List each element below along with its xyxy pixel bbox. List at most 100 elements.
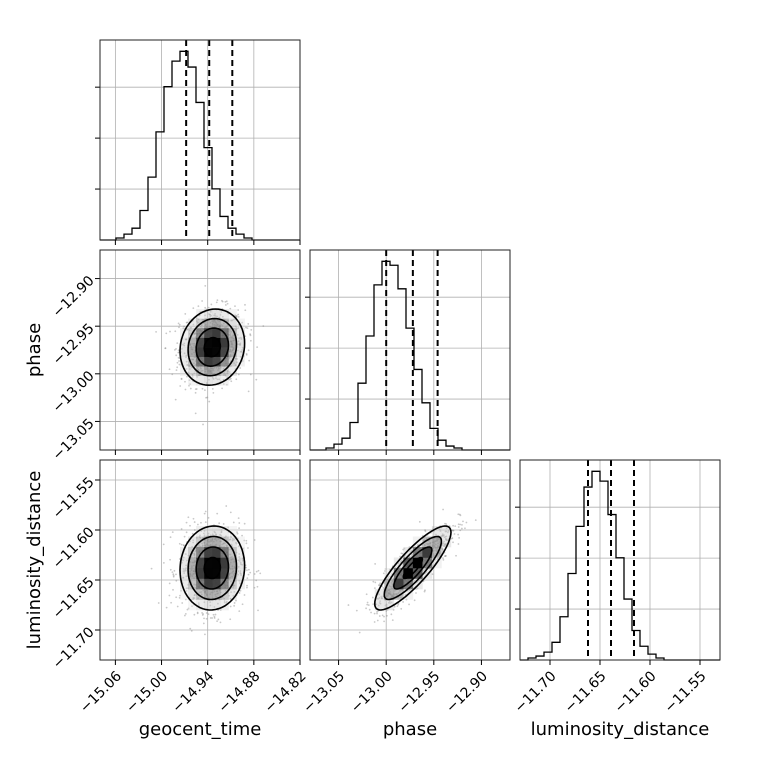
sample-point [408,546,411,549]
sample-point [237,343,240,346]
sample-point [370,611,372,614]
density-cell [180,568,189,579]
sample-point [175,596,178,599]
density-cell [180,366,189,377]
sample-point [236,531,238,534]
sample-point [186,328,189,331]
density-cell [204,375,213,386]
sample-point [177,356,180,359]
density-cell [228,568,237,579]
sample-point [203,534,206,537]
sample-point [239,589,242,592]
panel-phase-luminosity_distance: −13.05 −13.00 −12.95 −12.90 [300,459,511,716]
sample-point [246,569,248,572]
sample-point [245,542,248,545]
sample-point [189,383,192,386]
sample-point [178,542,181,545]
sample-point [445,539,448,541]
sample-point [441,533,444,536]
sample-point [219,313,222,316]
sample-point [180,377,183,380]
sample-point [185,564,188,567]
density-cell [196,599,205,611]
sample-point [219,533,222,536]
sample-point [239,572,242,575]
sample-point [210,303,213,306]
sample-point [207,306,210,309]
density-cell [196,568,205,579]
density-cell [204,568,213,579]
sample-point [182,559,184,562]
sample-point [255,570,258,573]
sample-point [229,535,232,538]
panels: −13.05−13.00−12.95−12.90−11.70−11.65−11.… [50,39,721,716]
sample-point [184,380,186,383]
sample-point [164,347,167,350]
sample-point [199,534,201,537]
sample-point [214,313,216,315]
sample-point [389,575,392,578]
density-cell [220,356,229,367]
sample-point [376,597,378,600]
sample-point [253,573,256,575]
sample-point [226,376,228,378]
sample-point [225,601,228,604]
sample-point [442,542,445,545]
density-cell [212,328,221,338]
density-cell [196,337,205,348]
sample-point [380,595,383,598]
sample-point [244,303,246,306]
x-axis-label-geocent_time: geocent_time [139,719,262,740]
density-cell [196,526,205,537]
sample-point [234,314,237,317]
sample-point [214,315,217,317]
x-tick-label: −11.55 [662,668,710,716]
sample-point [185,368,188,370]
sample-point [238,580,241,582]
sample-point [457,513,460,516]
density-cell [212,536,221,548]
sample-point [439,530,442,532]
sample-point [185,356,187,359]
sample-point [387,576,390,579]
sample-point [205,382,208,384]
sample-point [245,539,248,542]
sample-point [397,603,400,606]
sample-point [385,610,388,612]
density-cell [212,347,221,357]
sample-point [182,556,185,559]
sample-point [216,512,219,515]
contour-line [195,546,230,590]
panel-frame [99,459,301,661]
sample-point [220,530,223,533]
sample-point [184,338,187,341]
density-cell [180,557,189,569]
sample-point [181,602,184,604]
sample-point [173,569,176,572]
scatter-points [347,508,477,634]
sample-point [174,330,177,333]
sample-point [239,561,242,564]
sample-point [461,523,463,526]
sample-point [441,548,444,551]
sample-point [385,614,388,617]
sample-point [237,570,240,573]
sample-point [250,328,253,331]
sample-point [180,378,183,380]
sample-point [172,574,175,577]
density-cell [204,309,213,319]
sample-point [192,517,195,520]
sample-point [216,378,219,381]
sample-point [216,299,219,302]
y-tick-label: −11.55 [50,474,98,522]
density-cell [204,328,213,338]
sample-point [209,604,212,607]
sample-point [214,531,217,534]
sample-point [447,530,450,532]
sample-point [233,538,236,541]
panel-phase-phase [305,249,511,455]
sample-point [196,523,199,526]
sample-point [162,543,165,546]
sample-point [232,521,235,524]
